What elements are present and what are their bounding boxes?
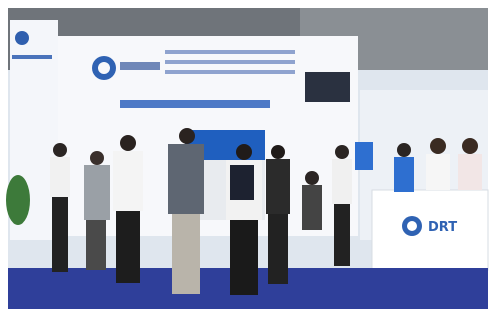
pillar-logo <box>15 31 29 45</box>
person-body <box>302 185 322 230</box>
person-body <box>394 157 414 192</box>
person-head <box>179 128 195 144</box>
person-head <box>120 135 136 151</box>
booth-logo-inner <box>98 62 110 74</box>
plant <box>6 175 30 225</box>
wall-text-line <box>165 50 295 54</box>
pillar-stripe <box>12 55 52 59</box>
person-body <box>458 154 482 190</box>
person-body <box>113 151 143 211</box>
person-head <box>90 151 104 165</box>
person-legs <box>52 197 68 272</box>
person-body <box>266 159 290 214</box>
person-head <box>305 171 319 185</box>
wall-text-line <box>165 70 295 74</box>
counter-logo-inner <box>407 221 417 231</box>
booth-logo-text <box>120 62 160 70</box>
person-head <box>271 145 285 159</box>
person-legs <box>86 220 106 270</box>
photo: DRT <box>0 0 495 317</box>
backpack <box>230 165 254 200</box>
person-legs <box>334 204 350 266</box>
person-legs <box>116 211 140 283</box>
person-head <box>462 138 478 154</box>
exhibition-scene: DRT <box>6 8 488 309</box>
person-body <box>50 157 70 197</box>
person-body <box>332 159 352 204</box>
person-body <box>168 144 204 214</box>
person-body <box>426 154 450 190</box>
person-head <box>397 143 411 157</box>
blue-panel <box>355 142 373 170</box>
person-head <box>53 143 67 157</box>
wall-screen <box>305 72 350 102</box>
person-legs <box>230 220 258 295</box>
person-legs <box>172 214 200 294</box>
person-head <box>335 145 349 159</box>
wall-text-line <box>165 60 295 64</box>
wall-slogan <box>120 100 270 108</box>
person-body <box>84 165 110 220</box>
person-legs <box>268 214 288 284</box>
person-head <box>430 138 446 154</box>
person-head <box>236 144 252 160</box>
counter-logo-text: DRT <box>428 220 457 235</box>
